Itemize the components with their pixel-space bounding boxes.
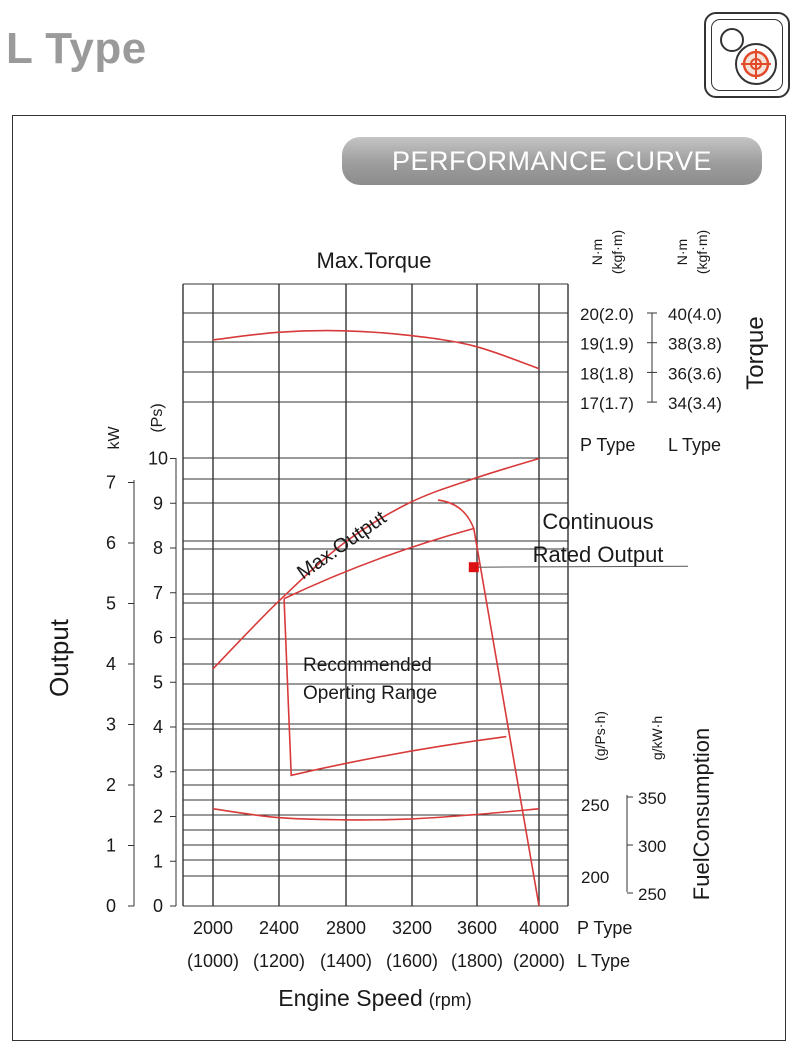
x-tick-label-p: 2800	[326, 918, 366, 938]
rated-output-leader	[473, 565, 689, 568]
x-row-p-type: P Type	[577, 918, 632, 938]
fuel-ps-tick-label: 250	[581, 796, 609, 815]
torque-p-tick-label: 17(1.7)	[580, 394, 634, 413]
ps-tick-label: 10	[148, 449, 168, 469]
x-tick-label-p: 3600	[457, 918, 497, 938]
x-axis-title: Engine Speed (rpm)	[278, 985, 472, 1011]
fuel-ps-tick-label: 200	[581, 868, 609, 887]
fuel-unit-ps: (g/Ps·h)	[592, 711, 608, 761]
kw-tick-label: 1	[106, 836, 116, 856]
continuous-label: Continuous	[542, 509, 653, 534]
x-tick-label-l: (1000)	[187, 951, 239, 971]
x-tick-label-p: 2000	[193, 918, 233, 938]
x-tick-label-p: 3200	[392, 918, 432, 938]
x-tick-label-p: 2400	[259, 918, 299, 938]
fuel-kw-tick-label: 350	[638, 789, 666, 808]
torque-unit-kgf-p: (kgf·m)	[609, 230, 625, 274]
torque-p-tick-label: 20(2.0)	[580, 305, 634, 324]
torque-l-tick-label: 40(4.0)	[668, 305, 722, 324]
torque-unit-nm-p: N·m	[589, 239, 605, 265]
curves	[212, 329, 689, 907]
kw-tick-label: 7	[106, 473, 116, 493]
kw-unit: kW	[106, 426, 123, 450]
rated-output-label: Rated Output	[533, 542, 664, 567]
x-tick-label-l: (1400)	[320, 951, 372, 971]
rated-output-marker	[468, 562, 479, 573]
ps-unit: (Ps)	[149, 403, 166, 432]
torque-l-type-label: L Type	[668, 435, 721, 455]
torque-p-tick-label: 19(1.9)	[580, 335, 634, 354]
torque-l-tick-label: 36(3.6)	[668, 364, 722, 383]
ps-tick-label: 5	[153, 672, 163, 692]
torque-unit-kgf-l: (kgf·m)	[694, 230, 710, 274]
torque-p-type-label: P Type	[580, 435, 635, 455]
labels: Max.Torque Max.Output Recommended Operti…	[44, 230, 769, 1011]
fuel-consumption-curve	[212, 808, 540, 821]
grid	[128, 283, 657, 907]
kw-tick-label: 4	[106, 654, 116, 674]
kw-tick-label: 3	[106, 715, 116, 735]
kw-tick-label: 5	[106, 594, 116, 614]
badge-frame	[704, 12, 790, 98]
max-torque-curve	[212, 329, 540, 370]
range-label-line1: Recommended	[303, 655, 432, 676]
performance-curve-banner: PERFORMANCE CURVE	[342, 137, 762, 185]
target-icon	[720, 28, 777, 85]
torque-l-tick-label: 38(3.8)	[668, 335, 722, 354]
operating-range-boundary	[283, 527, 507, 777]
range-label-line2: Operting Range	[303, 683, 437, 704]
max-output-curve	[212, 457, 540, 670]
x-tick-label-l: (1600)	[386, 951, 438, 971]
ps-tick-label: 2	[153, 807, 163, 827]
page-title: L Type	[6, 24, 147, 73]
x-axis-title-text: Engine Speed	[278, 985, 423, 1011]
badge-inner	[711, 19, 783, 91]
ps-tick-label: 7	[153, 583, 163, 603]
kw-tick-label: 0	[106, 896, 116, 916]
fuel-unit-kw: g/kW·h	[649, 716, 665, 760]
x-tick-label-l: (2000)	[513, 951, 565, 971]
chart-frame	[12, 115, 786, 1041]
x-axis-unit: (rpm)	[429, 990, 472, 1010]
x-row-l-type: L Type	[577, 951, 630, 971]
ps-tick-label: 1	[153, 851, 163, 871]
torque-unit-nm-l: N·m	[674, 239, 690, 265]
ps-tick-label: 0	[153, 896, 163, 916]
max-torque-label: Max.Torque	[317, 248, 432, 273]
fuel-kw-tick-label: 250	[638, 885, 666, 904]
ps-tick-label: 6	[153, 628, 163, 648]
ps-tick-label: 4	[153, 717, 163, 737]
tick-labels: 0 1 2 3 4 5 6 7 0 1 2 3 4 5 6 7 8 9 10 20(2.0) 19(1.9) 18(1.8…	[106, 305, 722, 971]
torque-l-tick-label: 34(3.4)	[668, 394, 722, 413]
x-tick-label-p: 4000	[519, 918, 559, 938]
torque-axis-title: Torque	[742, 316, 769, 389]
ps-tick-label: 9	[153, 493, 163, 513]
ps-tick-label: 8	[153, 538, 163, 558]
fuel-kw-tick-label: 300	[638, 837, 666, 856]
x-tick-label-l: (1800)	[451, 951, 503, 971]
x-tick-label-l: (1200)	[253, 951, 305, 971]
kw-tick-label: 6	[106, 533, 116, 553]
output-axis-title: Output	[44, 618, 74, 697]
fuel-axis-title: FuelConsumption	[689, 728, 714, 900]
torque-p-tick-label: 18(1.8)	[580, 364, 634, 383]
kw-tick-label: 2	[106, 775, 116, 795]
governor-line	[437, 499, 540, 907]
ps-tick-label: 3	[153, 762, 163, 782]
